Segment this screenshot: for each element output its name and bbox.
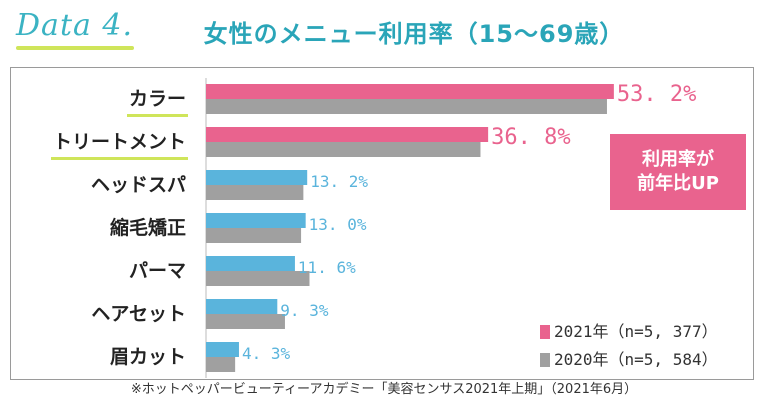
legend-swatch-2021 (540, 325, 550, 339)
value-label: 53. 2% (617, 82, 696, 107)
value-label: 36. 8% (491, 125, 570, 150)
bar-2020 (206, 271, 310, 286)
bar-2021 (206, 213, 306, 228)
bar-2020 (206, 314, 285, 329)
value-label: 4. 3% (242, 344, 291, 363)
category-label: 縮毛矯正 (110, 216, 186, 239)
legend-label-2021: 2021年（n=5, 377） (554, 322, 718, 341)
category-label: ヘアセット (91, 303, 186, 325)
bar-2021 (206, 84, 614, 99)
badge-line-1: 利用率が (642, 149, 714, 170)
value-label: 11. 6% (298, 258, 356, 277)
bar-2021 (206, 127, 489, 142)
legend-swatch-2020 (540, 353, 550, 367)
data-number-tag: Data 4. (16, 8, 134, 50)
increase-badge: 利用率が 前年比UP (610, 134, 746, 210)
bar-2021 (206, 170, 308, 185)
bar-2021 (206, 256, 295, 271)
bar-2020 (206, 228, 302, 243)
value-label: 13. 0% (309, 215, 367, 234)
chart-frame (10, 67, 754, 380)
source-footnote: ※ホットペッパービューティーアカデミー「美容センサス2021年上期」（2021年… (130, 382, 638, 397)
category-label: ヘッドスパ (91, 174, 186, 196)
chart-title: 女性のメニュー利用率（15〜69歳） (203, 20, 625, 48)
category-label: トリートメント (53, 131, 186, 153)
legend-2020: 2020年（n=5, 584） (540, 346, 718, 370)
data-tag-underline (16, 46, 134, 50)
bar-2021 (206, 342, 239, 357)
legend-2021: 2021年（n=5, 377） (540, 318, 718, 342)
category-label: カラー (129, 88, 186, 110)
value-label: 13. 2% (310, 172, 368, 191)
value-label: 9. 3% (280, 301, 329, 320)
data-tag-text: Data 4. (16, 8, 134, 43)
category-label: 眉カット (110, 346, 186, 368)
bar-2020 (206, 142, 481, 157)
bar-2020 (206, 99, 607, 114)
category-label: パーマ (129, 260, 186, 282)
category-highlight (127, 114, 188, 117)
category-highlight (51, 157, 188, 160)
bar-2020 (206, 357, 236, 372)
bar-2020 (206, 185, 304, 200)
legend-label-2020: 2020年（n=5, 584） (554, 350, 718, 369)
badge-line-2: 前年比UP (637, 173, 719, 194)
bar-2021 (206, 299, 278, 314)
